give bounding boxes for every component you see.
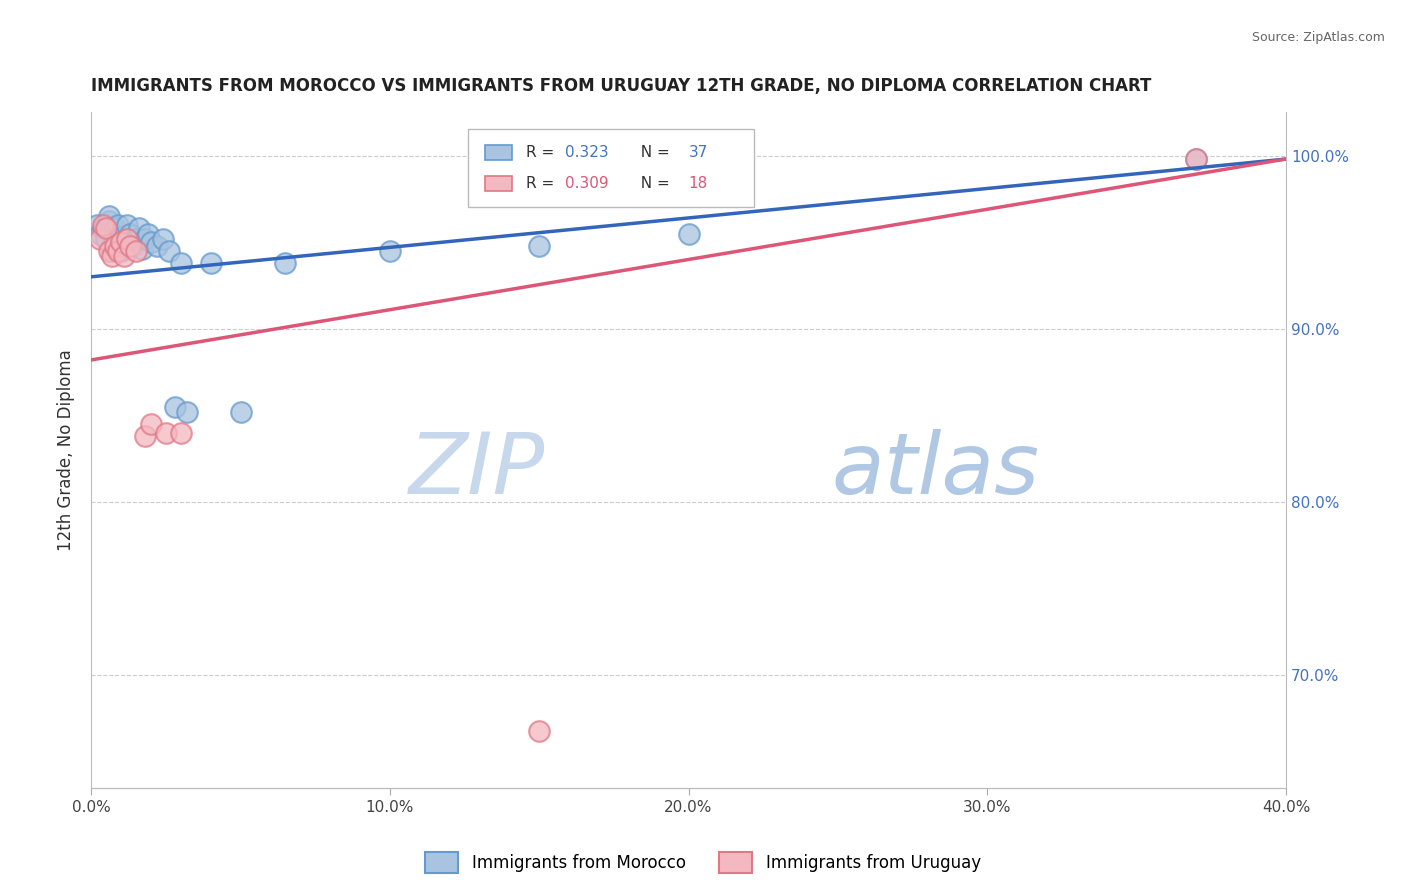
Point [104,235,127,249]
Y-axis label: 12th Grade, No Diploma: 12th Grade, No Diploma [58,349,75,551]
Text: 0.323: 0.323 [565,145,609,161]
Point [110,230,132,244]
Point [136,227,159,241]
Text: 0.309: 0.309 [565,176,609,191]
Text: 18: 18 [689,176,707,191]
Point [170,425,193,440]
Point [101,244,124,258]
Point [110,244,132,258]
Point [378,244,401,258]
Text: R =: R = [526,176,560,191]
Point [112,249,135,263]
Point [125,232,148,246]
Point [163,400,186,414]
Text: IMMIGRANTS FROM MOROCCO VS IMMIGRANTS FROM URUGUAY 12TH GRADE, NO DIPLOMA CORREL: IMMIGRANTS FROM MOROCCO VS IMMIGRANTS FR… [91,78,1152,95]
Point [134,232,156,246]
Point [98,244,121,258]
Point [115,232,138,246]
Point [229,405,252,419]
FancyBboxPatch shape [485,176,512,191]
Text: R =: R = [526,145,560,161]
Point [98,209,121,223]
Point [125,244,148,258]
Point [115,232,138,246]
Point [131,242,153,256]
Point [101,238,124,252]
Point [170,256,193,270]
Text: Source: ZipAtlas.com: Source: ZipAtlas.com [1251,31,1385,45]
Point [146,238,169,252]
Point [200,256,222,270]
Point [678,227,700,241]
Point [118,238,141,252]
Point [122,238,145,252]
Point [115,218,138,232]
Text: N =: N = [631,176,675,191]
Point [274,256,297,270]
Point [157,244,180,258]
Point [176,405,198,419]
Point [89,227,111,241]
Point [1185,152,1208,166]
Point [152,232,174,246]
Point [139,235,162,249]
Point [107,218,129,232]
Point [118,227,141,241]
Point [128,221,150,235]
Text: 37: 37 [689,145,709,161]
Text: N =: N = [631,145,675,161]
FancyBboxPatch shape [485,145,512,161]
Point [94,221,117,235]
Point [101,249,124,263]
Point [112,238,135,252]
FancyBboxPatch shape [468,129,754,207]
Point [89,232,111,246]
Legend: Immigrants from Morocco, Immigrants from Uruguay: Immigrants from Morocco, Immigrants from… [419,846,987,880]
Point [1185,152,1208,166]
Point [98,214,121,228]
Point [94,232,117,246]
Point [110,235,132,249]
Point [139,417,162,431]
Point [107,244,129,258]
Point [86,218,108,232]
Point [104,221,127,235]
Point [104,238,127,252]
Text: ZIP: ZIP [409,429,546,512]
Text: atlas: atlas [832,429,1040,512]
Point [91,218,114,232]
Point [155,425,177,440]
Point [529,723,551,738]
Point [529,238,551,252]
Point [134,429,156,443]
Point [91,221,114,235]
